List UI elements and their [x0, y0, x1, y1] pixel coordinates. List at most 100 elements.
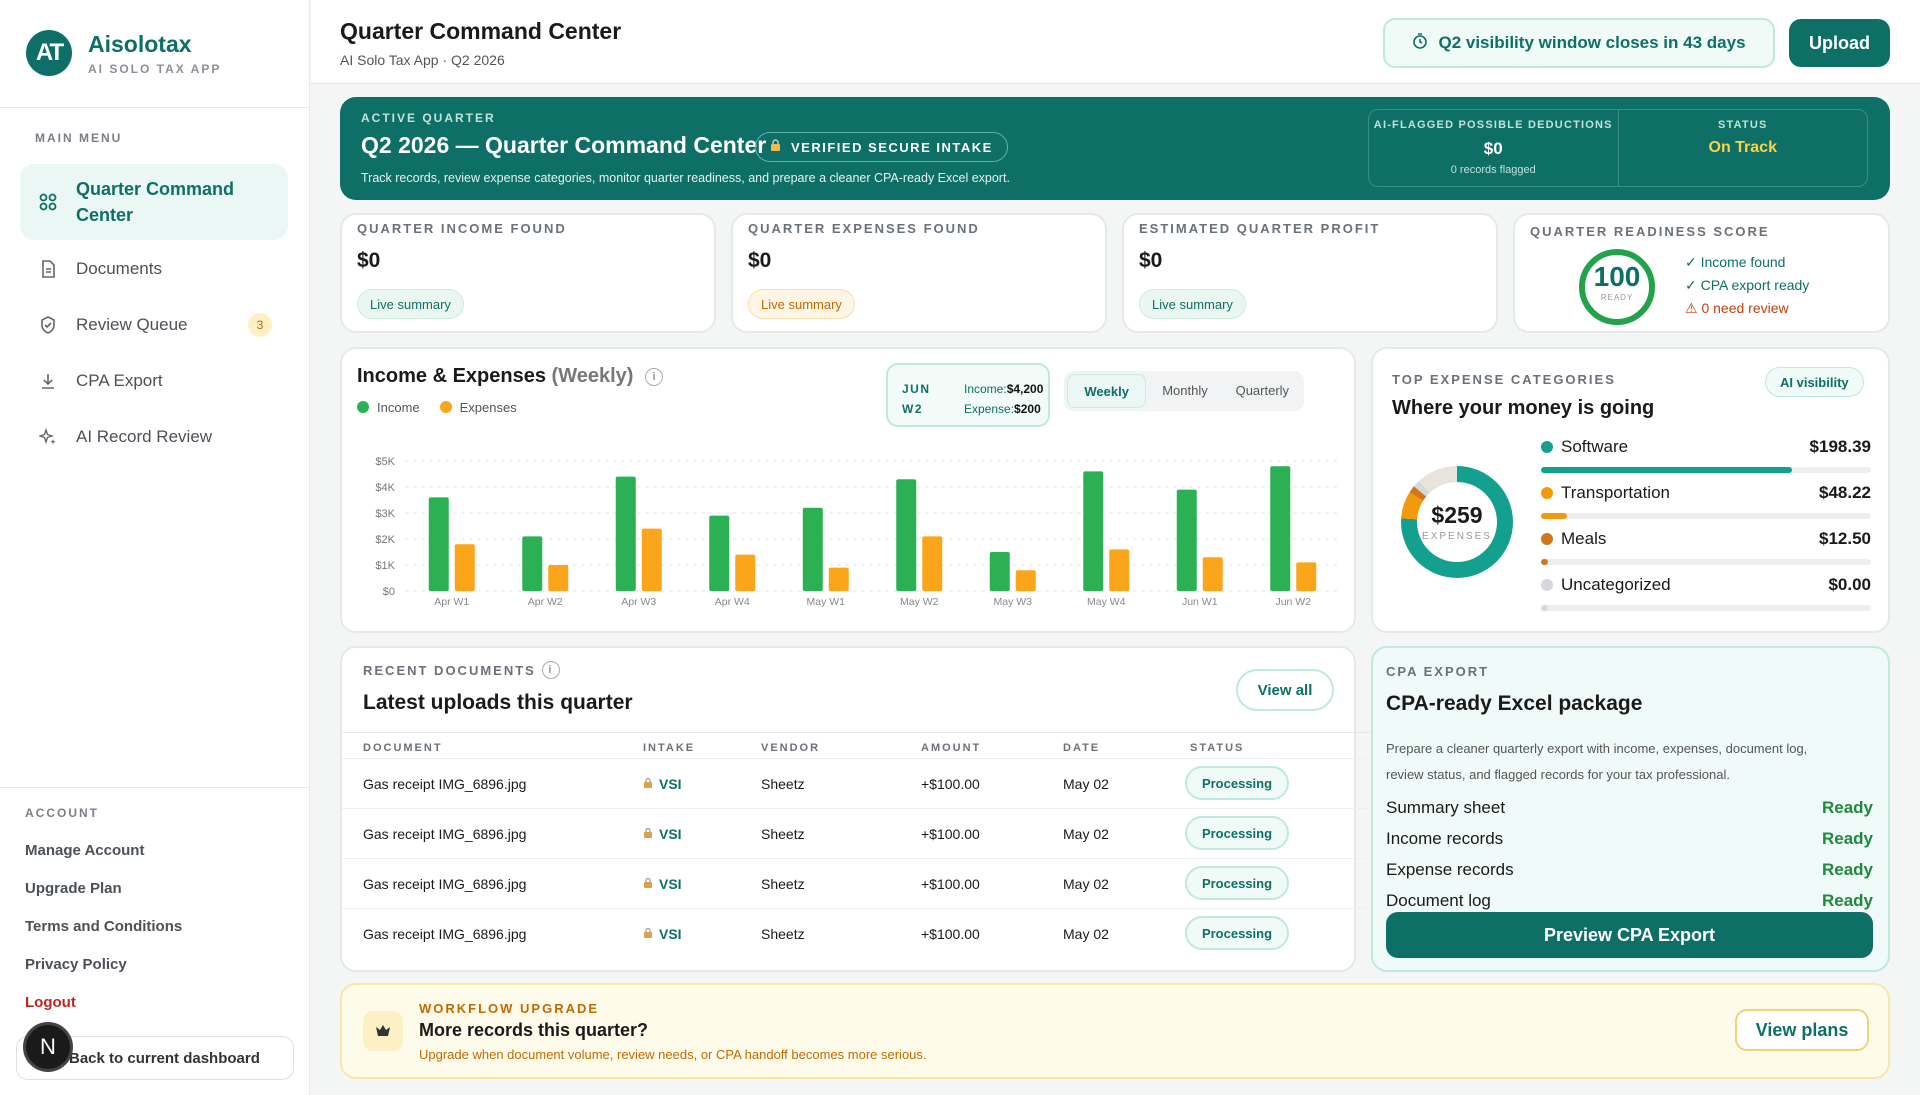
- bar-expenses[interactable]: [641, 528, 662, 591]
- back-to-dashboard-button[interactable]: Back to current dashboard: [16, 1036, 294, 1080]
- download-icon: [38, 371, 58, 391]
- bar-income[interactable]: [615, 476, 636, 591]
- ai-visibility-chip[interactable]: AI visibility: [1765, 367, 1864, 397]
- bar-income[interactable]: [709, 515, 730, 591]
- brand-name: Aisolotax: [88, 30, 192, 57]
- x-tick-label: May W1: [806, 596, 845, 608]
- tooltip-expense-value: $200: [1014, 402, 1041, 416]
- tab-weekly[interactable]: Weekly: [1067, 374, 1147, 408]
- bar-income[interactable]: [896, 479, 917, 591]
- tab-monthly[interactable]: Monthly: [1162, 383, 1208, 398]
- bar-income[interactable]: [802, 507, 823, 591]
- x-tick-label: Apr W4: [715, 596, 750, 608]
- brand[interactable]: AT Aisolotax AI SOLO TAX APP: [26, 30, 221, 76]
- profit-kpi-card: ESTIMATED QUARTER PROFIT $0 Live summary: [1122, 213, 1498, 333]
- view-plans-button[interactable]: View plans: [1735, 1009, 1869, 1051]
- info-icon[interactable]: i: [644, 368, 663, 386]
- bar-income[interactable]: [1083, 471, 1104, 591]
- chart-period: (Weekly): [551, 365, 634, 387]
- table-row[interactable]: Gas receipt IMG_6896.jpg VSI Sheetz +$100.0…: [342, 858, 1393, 908]
- upgrade-plan-link[interactable]: Upgrade Plan: [25, 880, 122, 897]
- bar-expenses[interactable]: [735, 554, 756, 591]
- tab-quarterly[interactable]: Quarterly: [1235, 383, 1290, 398]
- active-quarter-banner: ACTIVE QUARTER Q2 2026 — Quarter Command…: [340, 97, 1890, 200]
- preview-cpa-export-button[interactable]: Preview CPA Export: [1386, 912, 1873, 958]
- kpi-value: $0: [357, 249, 381, 272]
- bar-income[interactable]: [522, 536, 543, 591]
- bar-expenses[interactable]: [454, 544, 475, 591]
- logout-link[interactable]: Logout: [25, 994, 76, 1011]
- kpi-value: $0: [748, 249, 772, 272]
- cell-amount: +$100.00: [921, 826, 980, 842]
- bar-income[interactable]: [428, 497, 449, 591]
- bar-expenses[interactable]: [1015, 570, 1036, 591]
- table-row[interactable]: Gas receipt IMG_6896.jpg VSI Sheetz +$100.0…: [342, 908, 1393, 958]
- y-tick-label: $1K: [375, 560, 395, 572]
- cell-intake: VSI: [643, 776, 682, 792]
- bar-income[interactable]: [1176, 489, 1197, 591]
- cell-intake: VSI: [643, 826, 682, 842]
- ready-status: Ready: [1821, 860, 1873, 879]
- cell-document: Gas receipt IMG_6896.jpg: [363, 876, 527, 892]
- sidebar-item-cpa-export[interactable]: CPA Export: [20, 359, 288, 403]
- sidebar-item-review-queue[interactable]: Review Queue 3: [20, 303, 288, 347]
- bar-expenses[interactable]: [1202, 557, 1223, 591]
- cell-vendor: Sheetz: [761, 776, 805, 792]
- category-bar-fill: [1541, 467, 1792, 473]
- x-tick-label: Apr W2: [528, 596, 563, 608]
- status-badge: Processing: [1185, 916, 1289, 950]
- bar-expenses[interactable]: [828, 567, 849, 591]
- sidebar-item-quarter-command-center[interactable]: Quarter Command Center: [20, 164, 288, 240]
- donut-total: $259: [1431, 502, 1483, 528]
- cpa-title: CPA-ready Excel package: [1386, 692, 1643, 715]
- bar-expenses[interactable]: [922, 536, 943, 591]
- sidebar-item-documents[interactable]: Documents: [20, 247, 288, 291]
- document-icon: [38, 259, 58, 279]
- category-bar: [1541, 467, 1871, 473]
- check-income-found: ✓ Income found: [1685, 254, 1786, 270]
- col-intake: INTAKE: [643, 742, 696, 754]
- main-menu-title: MAIN MENU: [35, 131, 123, 145]
- status-badge: Processing: [1185, 766, 1289, 800]
- cell-amount: +$100.00: [921, 926, 980, 942]
- readiness-label: QUARTER READINESS SCORE: [1530, 224, 1770, 239]
- bar-expenses[interactable]: [1109, 549, 1130, 591]
- ready-status: Ready: [1821, 798, 1873, 817]
- top-expense-title: Where your money is going: [1392, 397, 1655, 419]
- info-icon[interactable]: i: [541, 661, 560, 679]
- y-tick-label: $4K: [375, 482, 395, 494]
- bar-income[interactable]: [989, 552, 1010, 591]
- terms-link[interactable]: Terms and Conditions: [25, 918, 183, 935]
- deductions-note: 0 records flagged: [1450, 164, 1536, 176]
- status-stat: STATUS On Track: [1617, 110, 1868, 186]
- chart-legend: Income Expenses: [357, 400, 517, 415]
- col-vendor: VENDOR: [761, 742, 821, 754]
- view-all-button[interactable]: View all: [1236, 669, 1334, 711]
- shield-icon: [38, 315, 58, 335]
- cell-document: Gas receipt IMG_6896.jpg: [363, 826, 527, 842]
- timer-icon: [1412, 32, 1428, 54]
- manage-account-link[interactable]: Manage Account: [25, 842, 145, 859]
- privacy-policy-link[interactable]: Privacy Policy: [25, 956, 127, 973]
- intake-value: VSI: [659, 826, 682, 842]
- lock-icon: [770, 139, 781, 155]
- upload-button[interactable]: Upload: [1789, 19, 1890, 67]
- crown-icon: [363, 1011, 403, 1051]
- table-row[interactable]: Gas receipt IMG_6896.jpg VSI Sheetz +$100.0…: [342, 808, 1393, 858]
- cell-date: May 02: [1063, 926, 1109, 942]
- bar-expenses[interactable]: [1296, 562, 1317, 591]
- hero-label: ACTIVE QUARTER: [361, 111, 496, 125]
- bar-income[interactable]: [1270, 466, 1291, 591]
- page-title: Quarter Command Center: [340, 18, 622, 44]
- page-header: Quarter Command Center AI Solo Tax App ·…: [311, 0, 1920, 84]
- category-bar: [1541, 559, 1871, 565]
- bar-expenses[interactable]: [548, 565, 569, 591]
- table-row[interactable]: Gas receipt IMG_6896.jpg VSI Sheetz +$100.0…: [342, 758, 1393, 808]
- cpa-export-card: CPA EXPORT CPA-ready Excel package Prepa…: [1371, 646, 1890, 972]
- chart-title: Income & Expenses (Weekly) i: [357, 365, 663, 388]
- legend-income: Income: [357, 400, 420, 415]
- income-expenses-chart-card: Income & Expenses (Weekly) i Income Expe…: [340, 347, 1356, 633]
- avatar[interactable]: N: [23, 1022, 73, 1072]
- sidebar-item-ai-record-review[interactable]: AI Record Review: [20, 415, 288, 459]
- col-amount: AMOUNT: [921, 742, 982, 754]
